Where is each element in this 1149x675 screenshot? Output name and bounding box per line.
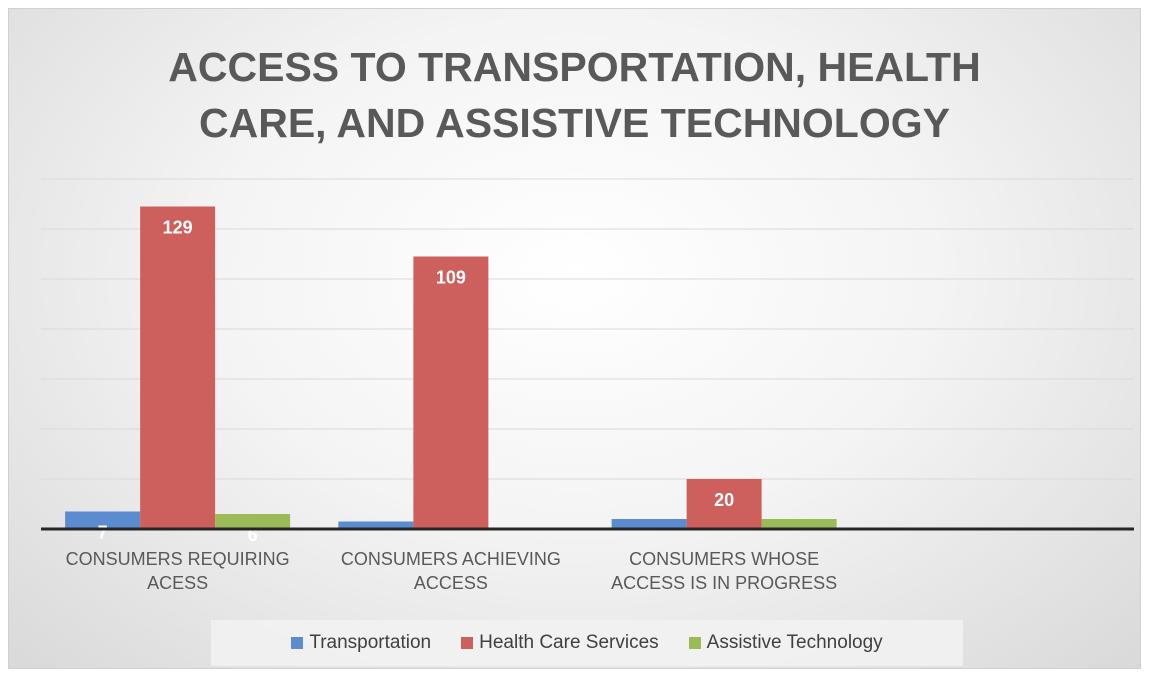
x-tick-label: CONSUMERS WHOSE ACCESS IS IN PROGRESS: [611, 549, 838, 593]
data-label: 6: [248, 525, 258, 545]
legend-item: Assistive Technology: [688, 632, 883, 654]
legend-label: Transportation: [309, 632, 432, 653]
legend-swatch: [688, 637, 701, 649]
legend-swatch: [461, 637, 474, 649]
x-tick-label: CONSUMERS ACHIEVING ACCESS: [340, 549, 561, 593]
bar: [215, 514, 291, 529]
x-tick-label: CONSUMERS REQUIRING ACESS: [65, 549, 290, 593]
legend-item: Transportation: [291, 632, 431, 654]
legend-item: Health Care Services: [461, 632, 659, 654]
data-label: 129: [163, 217, 193, 237]
bar: [338, 521, 414, 529]
bar: [611, 519, 687, 529]
bar: [65, 511, 141, 529]
bar: [413, 256, 489, 529]
data-label: 7: [98, 522, 108, 542]
chart: 7 129 6 109 20 ACCESS TO TRANSPORTATION, HEA…: [8, 8, 1141, 669]
plot: 7 129 6 109 20: [41, 178, 1134, 545]
bar: [140, 206, 216, 529]
chart-title: ACCESS TO TRANSPORTATION, HEALTH CARE, A…: [168, 44, 981, 146]
legend: Transportation Health Care Services Assist…: [211, 620, 963, 666]
data-label: 109: [436, 267, 466, 287]
bar: [686, 479, 762, 529]
legend-label: Assistive Technology: [706, 632, 883, 653]
legend-swatch: [291, 637, 304, 649]
bar: [761, 519, 837, 529]
data-label: 20: [714, 490, 734, 510]
legend-label: Health Care Services: [479, 632, 659, 653]
